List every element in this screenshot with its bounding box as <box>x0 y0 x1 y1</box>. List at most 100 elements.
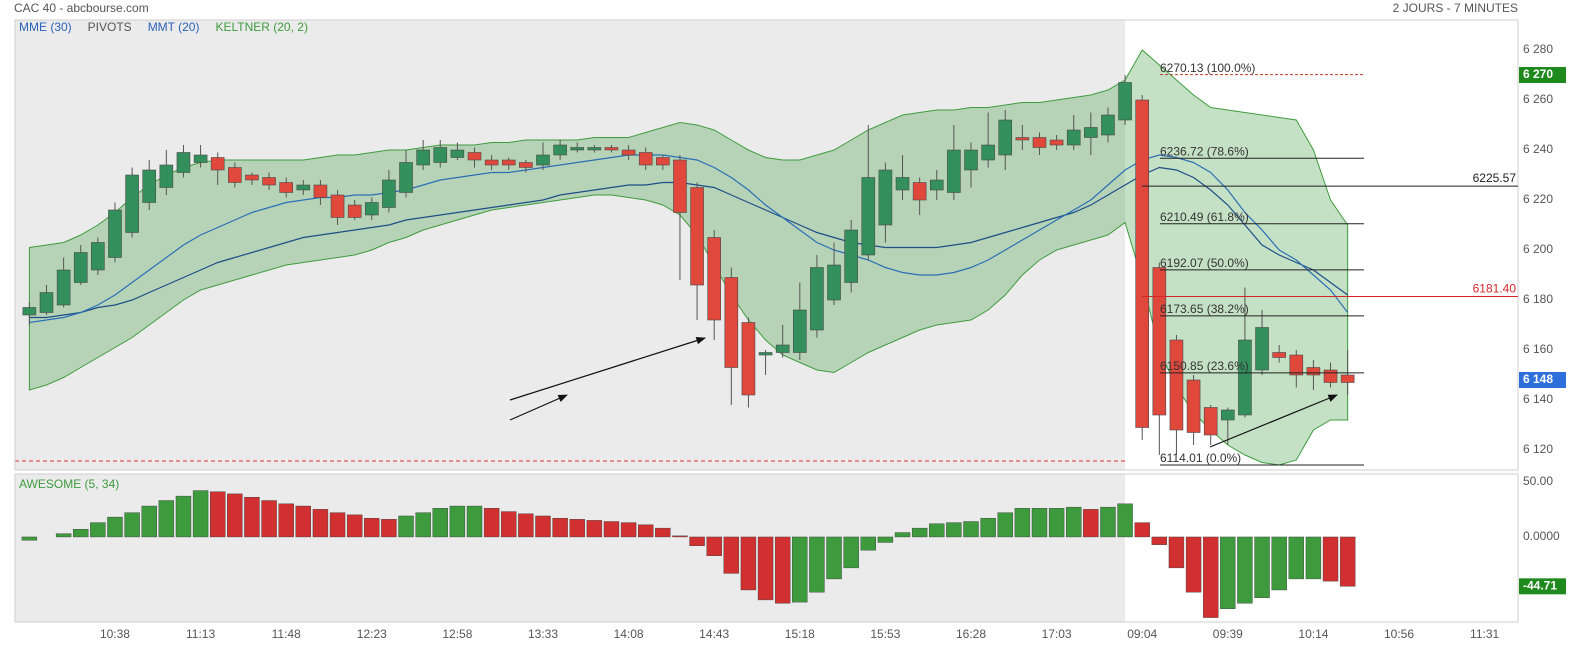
ao-bar <box>1339 536 1356 587</box>
price-tag <box>1519 67 1566 83</box>
y-tick-label: 6 160 <box>1523 342 1553 356</box>
ao-bar <box>946 522 962 538</box>
moving-average-line <box>29 154 1349 324</box>
ao-bar <box>449 505 466 538</box>
ao-bar <box>466 505 483 538</box>
candle-body <box>416 149 430 166</box>
x-tick-label: 14:43 <box>699 627 729 641</box>
price-tag <box>1519 372 1566 388</box>
ao-bar <box>1134 522 1150 538</box>
legend-entry[interactable]: PIVOTS <box>88 20 132 34</box>
candle-body <box>484 159 499 166</box>
price-tag-label: 6 148 <box>1523 372 1553 386</box>
candle-body <box>245 174 259 181</box>
ao-bar <box>175 495 192 538</box>
candle-body <box>1101 114 1115 136</box>
candle-body <box>553 144 567 156</box>
ao-bar <box>1151 536 1168 545</box>
ao-bar <box>638 524 654 538</box>
ao-bar <box>1322 536 1339 582</box>
candle-body <box>1289 354 1304 376</box>
candle-body <box>861 177 876 256</box>
x-tick-label: 12:58 <box>442 627 472 641</box>
ao-bar <box>1083 509 1099 538</box>
ao-bar <box>364 517 380 538</box>
ao-bar <box>501 511 517 538</box>
candle-body <box>159 164 174 188</box>
candle-body <box>741 322 756 396</box>
ao-bar <box>21 536 38 541</box>
y-tick-label: 6 140 <box>1523 392 1553 406</box>
period-label[interactable]: 2 JOURS - 7 MINUTES <box>1393 1 1518 15</box>
y-tick-label: 6 280 <box>1523 42 1553 56</box>
candle-body <box>193 154 208 163</box>
candle-body <box>501 159 516 166</box>
candle-body <box>638 152 653 166</box>
fibonacci-label: 6192.07 (50.0%) <box>1160 256 1249 270</box>
fibonacci-label: 6150.85 (23.6%) <box>1160 359 1249 373</box>
candle-body <box>1272 352 1286 358</box>
ao-bar <box>843 536 859 569</box>
ao-tag-label: -44.71 <box>1523 579 1557 593</box>
legend-entry[interactable]: MMT (20) <box>148 20 200 34</box>
ao-bar <box>792 536 808 603</box>
candle-body <box>1203 407 1218 436</box>
x-tick-label: 14:08 <box>614 627 644 641</box>
ao-bar <box>55 533 72 538</box>
ao-bar <box>295 505 312 538</box>
fibonacci-label: 6114.01 (0.0%) <box>1160 451 1241 465</box>
candle-body <box>108 209 122 258</box>
annotation-arrow <box>1209 394 1338 448</box>
ao-bar <box>329 512 346 538</box>
candle-body <box>56 269 71 306</box>
ao-bar <box>655 527 671 538</box>
annotation-arrow <box>509 336 706 401</box>
candle-body <box>895 177 910 191</box>
candle-body <box>176 152 191 173</box>
ao-bar <box>980 517 996 538</box>
x-tick-label: 09:04 <box>1127 627 1157 641</box>
x-tick-label: 11:13 <box>186 627 215 641</box>
candle-body <box>1340 374 1355 383</box>
price-tag-label: 6 270 <box>1523 67 1553 81</box>
ao-bar <box>1168 536 1185 569</box>
x-tick-label: 16:28 <box>956 627 986 641</box>
ao-tick-label: 0.0000 <box>1523 529 1560 543</box>
x-tick-label: 17:03 <box>1042 627 1072 641</box>
x-tick-label: 12:23 <box>357 627 387 641</box>
legend-entry[interactable]: MME (30) <box>19 20 72 34</box>
x-tick-label: 10:38 <box>100 627 130 641</box>
candle-body <box>844 229 858 283</box>
ao-bar <box>586 520 603 538</box>
ao-bar <box>278 503 294 538</box>
main-frame <box>14 19 1519 471</box>
candle-body <box>210 157 225 171</box>
candle-body <box>827 264 841 301</box>
candle-body <box>330 194 345 218</box>
ao-bar <box>1305 536 1322 580</box>
candle-body <box>1306 367 1321 376</box>
candle-body <box>981 144 995 161</box>
candle-body <box>91 242 105 271</box>
ao-bar <box>757 536 774 601</box>
candle-body <box>878 169 893 226</box>
ao-bar <box>1117 503 1133 538</box>
ao-bar <box>158 500 175 538</box>
moving-average-line <box>29 166 1349 319</box>
candle-body <box>810 267 824 331</box>
candle-body <box>998 119 1013 156</box>
ao-bar <box>689 536 705 546</box>
ao-bar <box>1066 506 1082 538</box>
legend-entry[interactable]: KELTNER (20, 2) <box>215 20 307 34</box>
ao-bar <box>552 517 568 538</box>
candle-body <box>724 277 739 368</box>
candle-body <box>947 149 961 193</box>
candle-body <box>279 182 293 193</box>
ao-bar <box>381 519 397 538</box>
ao-bar <box>483 508 500 538</box>
page-title: CAC 40 - abcbourse.com <box>14 1 149 15</box>
candle-body <box>1152 267 1167 416</box>
x-tick-label: 10:56 <box>1384 627 1414 641</box>
ao-bar <box>672 535 688 538</box>
ao-bar <box>997 512 1013 538</box>
